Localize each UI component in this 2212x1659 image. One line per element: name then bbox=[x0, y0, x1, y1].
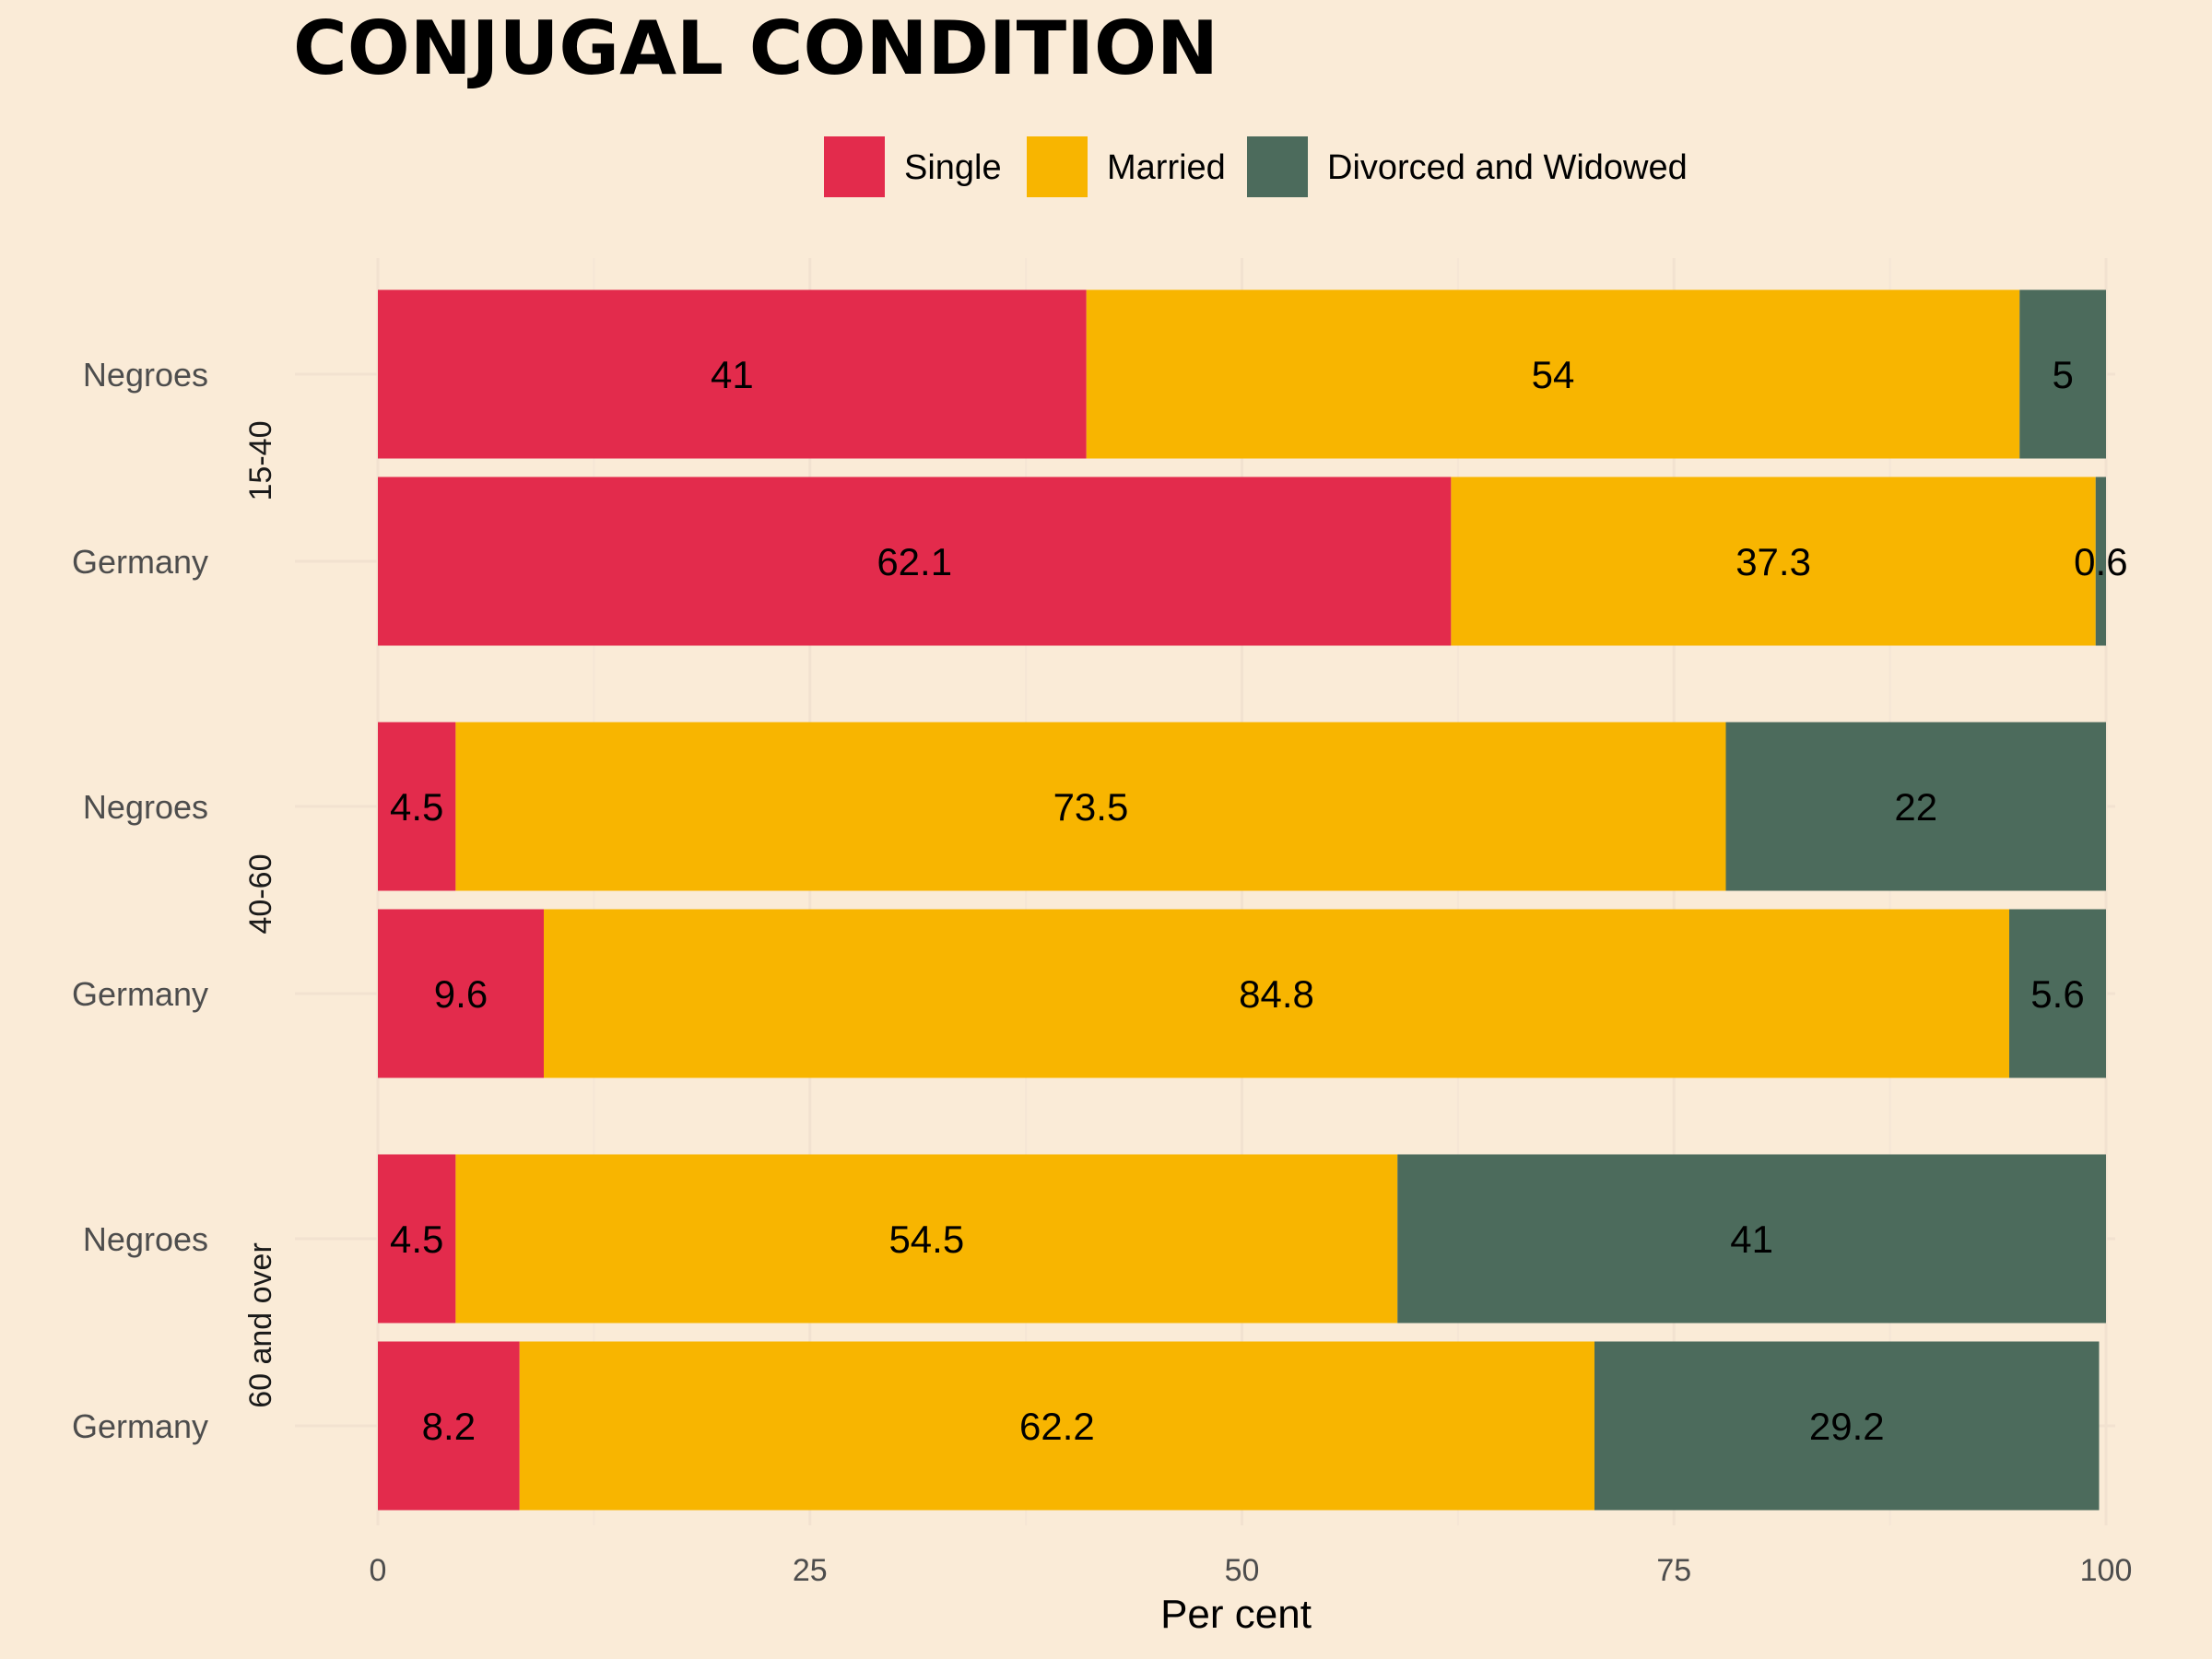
bar-40-60-germany-single bbox=[378, 909, 544, 1078]
bar-60-and-over-germany-single bbox=[378, 1341, 520, 1511]
x-tick-label-100: 100 bbox=[2080, 1553, 2133, 1588]
bar-15-40-negroes-married bbox=[1086, 289, 2020, 459]
chart-title: CONJUGAL CONDITION bbox=[293, 6, 1218, 91]
bar-60-and-over-germany-married bbox=[519, 1341, 1594, 1511]
bar-40-60-negroes-married bbox=[455, 722, 1726, 891]
x-tick-label-25: 25 bbox=[793, 1553, 828, 1588]
x-axis: 0 25 50 75 100 bbox=[370, 1553, 2133, 1588]
bar-15-40-germany-married bbox=[1451, 477, 2096, 646]
data-label-40-60-negroes-married: 73.5 bbox=[1053, 785, 1129, 829]
data-label-40-60-germany-divorced-and-widowed: 5.6 bbox=[2030, 972, 2084, 1016]
data-label-40-60-negroes-divorced-and-widowed: 22 bbox=[1894, 785, 1937, 829]
data-label-60-and-over-germany-married: 62.2 bbox=[1019, 1405, 1095, 1448]
data-label-40-60-negroes-single: 4.5 bbox=[390, 785, 443, 829]
data-label-15-40-germany-single: 62.1 bbox=[877, 540, 952, 583]
bar-40-60-negroes-single bbox=[378, 722, 456, 891]
legend-swatch-divorced-and-widowed bbox=[1247, 136, 1308, 197]
bar-15-40-germany-divorced-and-widowed bbox=[2095, 477, 2106, 646]
facet-labels: 15-40 40-60 60 and over bbox=[243, 421, 278, 1408]
category-label-negroes: Negroes bbox=[83, 356, 208, 394]
legend-label-married: Married bbox=[1107, 148, 1226, 187]
data-label-40-60-germany-married: 84.8 bbox=[1239, 972, 1314, 1016]
legend-label-single: Single bbox=[904, 148, 1002, 187]
category-label-germany: Germany bbox=[72, 1407, 208, 1445]
x-axis-title: Per cent bbox=[1160, 1592, 1312, 1637]
category-label-negroes: Negroes bbox=[83, 788, 208, 826]
data-label-15-40-germany-married: 37.3 bbox=[1735, 540, 1811, 583]
facet-label-15-40: 15-40 bbox=[243, 421, 278, 501]
facet-label-60-and-over: 60 and over bbox=[243, 1242, 278, 1408]
facet-label-40-60: 40-60 bbox=[243, 854, 278, 935]
x-tick-label-50: 50 bbox=[1225, 1553, 1260, 1588]
category-label-germany: Germany bbox=[72, 543, 208, 581]
bar-15-40-germany-single bbox=[378, 477, 1452, 646]
bar-15-40-negroes-divorced-and-widowed bbox=[2019, 289, 2106, 459]
legend: Single Married Divorced and Widowed bbox=[824, 136, 1688, 197]
data-label-60-and-over-germany-single: 8.2 bbox=[422, 1405, 476, 1448]
bar-40-60-germany-married bbox=[544, 909, 2009, 1078]
legend-swatch-single bbox=[824, 136, 885, 197]
row-labels: Negroes Germany Negroes Germany Negroes Germa… bbox=[72, 356, 208, 1445]
category-label-negroes: Negroes bbox=[83, 1220, 208, 1258]
data-label-15-40-negroes-single: 41 bbox=[711, 353, 754, 396]
data-label-60-and-over-negroes-married: 54.5 bbox=[888, 1218, 964, 1261]
bar-60-and-over-negroes-divorced-and-widowed bbox=[1397, 1154, 2106, 1324]
bars: 41 54 5 62.1 37.3 0.6 4.5 73.5 22 9.6 84.8 5.6 4.5 54… bbox=[378, 289, 2128, 1511]
bar-60-and-over-negroes-married bbox=[455, 1154, 1398, 1324]
bar-40-60-negroes-divorced-and-widowed bbox=[1725, 722, 2106, 891]
bar-15-40-negroes-single bbox=[378, 289, 1087, 459]
data-label-60-and-over-germany-divorced-and-widowed: 29.2 bbox=[1809, 1405, 1885, 1448]
x-tick-label-75: 75 bbox=[1656, 1553, 1691, 1588]
data-label-60-and-over-negroes-divorced-and-widowed: 41 bbox=[1730, 1218, 1773, 1261]
x-tick-label-0: 0 bbox=[370, 1553, 387, 1588]
legend-label-divorced-and-widowed: Divorced and Widowed bbox=[1327, 148, 1688, 187]
legend-swatch-married bbox=[1027, 136, 1088, 197]
data-label-40-60-germany-single: 9.6 bbox=[434, 972, 488, 1016]
data-label-60-and-over-negroes-single: 4.5 bbox=[390, 1218, 443, 1261]
bar-60-and-over-negroes-single bbox=[378, 1154, 456, 1324]
bar-40-60-germany-divorced-and-widowed bbox=[2009, 909, 2106, 1078]
category-label-germany: Germany bbox=[72, 975, 208, 1013]
data-label-15-40-negroes-married: 54 bbox=[1532, 353, 1575, 396]
data-label-15-40-germany-divorced-and-widowed: 0.6 bbox=[2074, 540, 2127, 583]
data-label-15-40-negroes-divorced-and-widowed: 5 bbox=[2052, 353, 2073, 396]
bar-60-and-over-germany-divorced-and-widowed bbox=[1594, 1341, 2100, 1511]
